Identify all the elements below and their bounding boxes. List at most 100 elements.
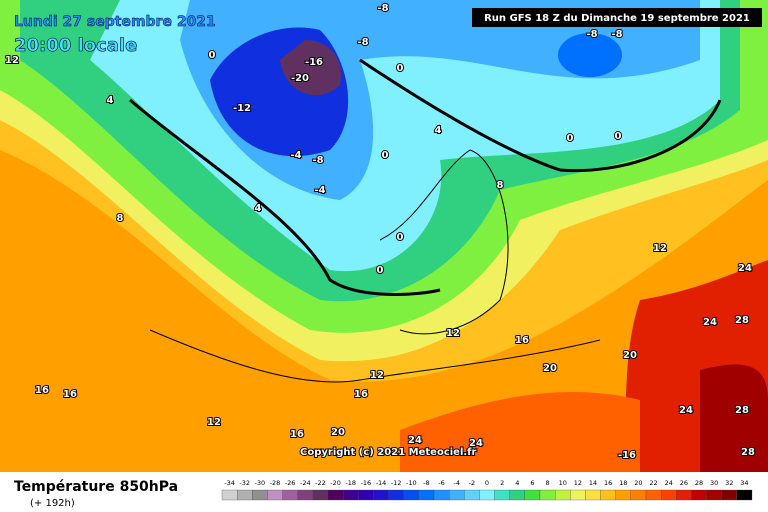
contour-label: 0 (377, 265, 384, 276)
low-center (280, 40, 341, 96)
scale-swatch (267, 489, 283, 501)
copyright: Copyright (c) 2021 Meteociel.fr (300, 447, 477, 458)
coastline (149, 329, 601, 383)
contour-label: 0 (397, 63, 404, 74)
scale-label: 10 (559, 479, 567, 487)
scale-label: -6 (438, 479, 444, 487)
contour-label: 20 (543, 363, 557, 374)
run-box (472, 8, 762, 27)
scale-label: 26 (680, 479, 688, 487)
scale-swatch (342, 489, 359, 501)
scale-swatch (676, 489, 692, 501)
contour-label: 16 (354, 389, 368, 400)
scale-label: -10 (406, 479, 417, 487)
contour-label: 0 (567, 133, 574, 144)
scale-label: -34 (224, 479, 235, 487)
scale-swatch (721, 489, 738, 501)
scale-label: -24 (300, 479, 311, 487)
contour-label: 0 (615, 131, 622, 142)
scale-swatch (403, 489, 420, 501)
contour-label: 16 (290, 429, 304, 440)
scale-swatch (433, 489, 450, 501)
contour-label: 16 (515, 335, 529, 346)
contour-label: 28 (735, 315, 749, 326)
contour-label: -4 (314, 185, 325, 196)
scale-swatch (312, 489, 329, 501)
contour-line (359, 58, 722, 173)
scale-label: 18 (619, 479, 627, 487)
scale-swatch (282, 489, 298, 501)
scale-label: 30 (710, 479, 718, 487)
scale-label: 6 (530, 479, 534, 487)
scale-swatch (221, 489, 238, 501)
time: 20:00 locale (14, 35, 137, 56)
hot-core (700, 364, 768, 472)
scale-swatch (464, 489, 480, 501)
contour-label: 20 (331, 427, 345, 438)
contour-label: 12 (446, 328, 460, 339)
scale-label: -8 (423, 479, 429, 487)
scale-swatch (645, 489, 662, 501)
contour-label: 24 (469, 438, 483, 449)
scale-swatch (297, 489, 314, 501)
scale-swatch (570, 489, 586, 501)
scale-label: 16 (604, 479, 612, 487)
scale-label: -4 (453, 479, 459, 487)
low-east (558, 33, 622, 77)
scale-label: -26 (285, 479, 296, 487)
scale-label: -12 (391, 479, 402, 487)
scale-label: -14 (376, 479, 387, 487)
contour-label: 16 (63, 389, 77, 400)
scale-label: 34 (740, 479, 748, 487)
scale-swatch (448, 489, 465, 501)
contour-label: 12 (370, 370, 384, 381)
scale-label: 22 (649, 479, 657, 487)
contour-label: 28 (741, 447, 755, 458)
scale-label: -22 (315, 479, 326, 487)
scale-swatch (479, 489, 495, 501)
contour-label: 0 (209, 50, 216, 61)
scale-label: -32 (239, 479, 250, 487)
scale-swatch (524, 489, 541, 501)
scale-label: -28 (270, 479, 281, 487)
scale-swatch (736, 489, 753, 501)
scale-label: -2 (469, 479, 475, 487)
scale-swatch (706, 489, 722, 501)
run-info: Run GFS 18 Z du Dimanche 19 septembre 20… (484, 13, 750, 24)
scale-swatch (358, 489, 374, 501)
contour-label: -8 (586, 29, 597, 40)
scale-label: 12 (574, 479, 582, 487)
scale-swatch (494, 489, 510, 501)
warm-south (400, 391, 640, 472)
scale-label: -16 (361, 479, 372, 487)
contour-label: -8 (611, 29, 622, 40)
contour-label: -16 (618, 450, 636, 461)
scale-label: 24 (665, 479, 673, 487)
contour-label: -20 (291, 73, 309, 84)
zero-isotherm (129, 98, 441, 296)
footer-lead: (+ 192h) (30, 498, 75, 509)
contour-label: 20 (623, 350, 637, 361)
contour-label: 24 (408, 435, 422, 446)
scale-swatch (252, 489, 268, 501)
scale-swatch (327, 489, 344, 501)
contour-label: 0 (397, 232, 404, 243)
date: Lundi 27 septembre 2021 (14, 14, 216, 30)
scale-swatch (554, 489, 571, 501)
contour-label: 4 (107, 95, 114, 106)
scale-swatch (600, 489, 616, 501)
scale-swatch (615, 489, 632, 501)
contour-label: 24 (703, 317, 717, 328)
contour-label: 12 (653, 243, 667, 254)
scale-label: 32 (725, 479, 733, 487)
scale-swatch (236, 489, 253, 501)
scale-swatch (539, 489, 556, 501)
scale-swatch (418, 489, 435, 501)
scale-label: 20 (634, 479, 642, 487)
contour-label: 4 (255, 203, 262, 214)
scale-label: 8 (546, 479, 550, 487)
contour-label: 4 (435, 125, 442, 136)
scale-label: 2 (500, 479, 504, 487)
